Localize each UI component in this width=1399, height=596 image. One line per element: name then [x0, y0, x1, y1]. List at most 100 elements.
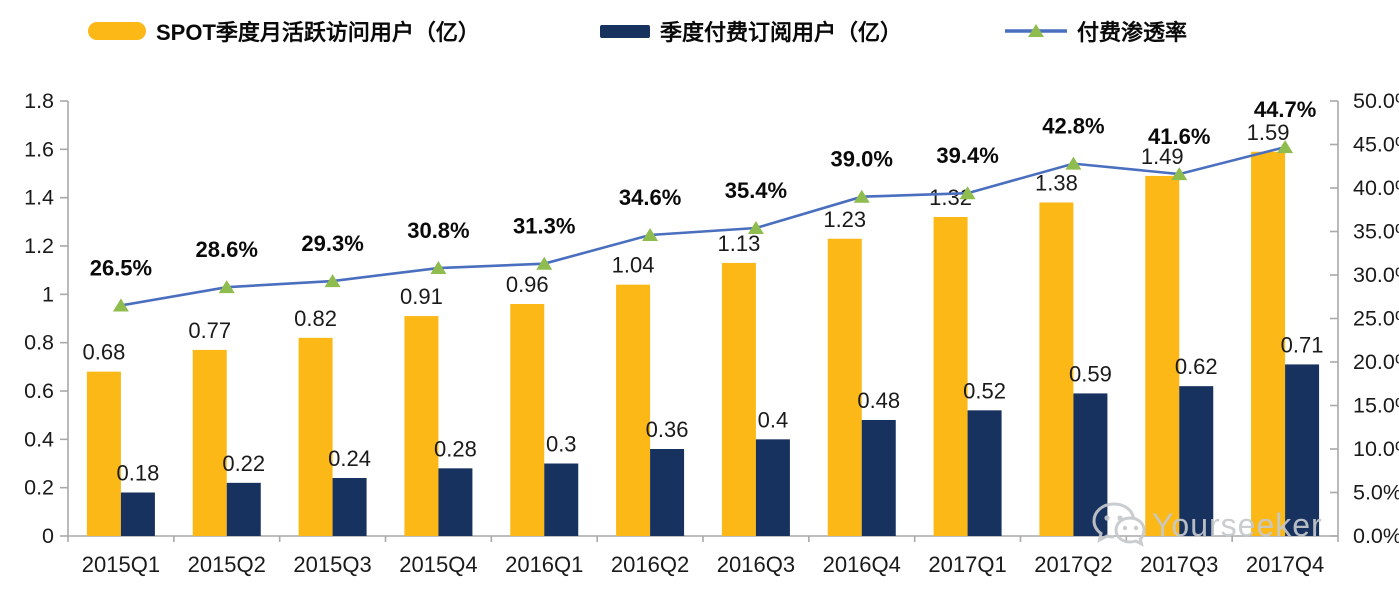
right-axis-tick-label: 30.0% — [1353, 263, 1399, 287]
mau-value-label: 0.91 — [400, 284, 443, 309]
mau-value-label: 1.13 — [718, 231, 761, 256]
penetration-pct-label: 28.6% — [196, 237, 258, 262]
penetration-pct-label: 31.3% — [513, 214, 575, 239]
x-axis-category-label: 2016Q4 — [823, 552, 901, 577]
bar-mau-2016Q1 — [510, 304, 545, 536]
penetration-pct-label: 44.7% — [1254, 97, 1316, 122]
x-axis-category-label: 2016Q3 — [717, 552, 795, 577]
legend-item-mau: SPOT季度月活跃访问用户（亿） — [88, 12, 480, 50]
mau-value-label: 1.04 — [612, 253, 655, 278]
left-axis-tick-label: 0.4 — [24, 427, 54, 451]
penetration-marker — [218, 280, 235, 294]
bar-mau-2017Q3 — [1145, 175, 1180, 536]
subs-value-label: 0.18 — [117, 461, 160, 486]
subs-value-label: 0.28 — [434, 436, 477, 461]
bar-subs-2016Q1 — [544, 463, 579, 536]
penetration-marker — [112, 298, 129, 312]
mau-value-label: 0.82 — [294, 306, 337, 331]
bar-subs-2015Q1 — [120, 492, 155, 536]
bar-subs-2017Q3 — [1179, 386, 1214, 536]
bar-mau-2017Q2 — [1039, 202, 1074, 536]
bar-mau-2016Q2 — [616, 284, 651, 536]
x-axis-category-label: 2015Q1 — [82, 552, 160, 577]
penetration-pct-label: 39.4% — [936, 143, 998, 168]
mau-bar-swatch-icon — [88, 22, 146, 40]
legend-label-penetration: 付费渗透率 — [1077, 20, 1188, 45]
penetration-marker — [959, 186, 976, 200]
subs-value-label: 0.4 — [758, 407, 789, 432]
penetration-marker — [853, 189, 870, 203]
bar-subs-2017Q1 — [967, 410, 1002, 536]
penetration-marker — [747, 221, 764, 235]
penetration-line-marker-icon — [1005, 24, 1067, 37]
right-axis-tick-label: 0.0% — [1353, 524, 1399, 548]
bar-mau-2016Q4 — [827, 238, 862, 536]
left-axis-tick-label: 0.8 — [24, 331, 54, 355]
left-axis-tick-label: 1.8 — [24, 89, 54, 113]
bar-mau-2015Q1 — [86, 371, 121, 536]
subs-value-label: 0.3 — [546, 432, 577, 457]
subs-value-label: 0.52 — [963, 378, 1006, 403]
penetration-pct-label: 41.6% — [1148, 124, 1210, 149]
right-axis-tick-label: 10.0% — [1353, 437, 1399, 461]
x-axis-category-label: 2017Q4 — [1246, 552, 1324, 577]
mau-value-label: 0.77 — [188, 318, 231, 343]
left-axis-tick-label: 1 — [42, 282, 54, 306]
x-axis-category-label: 2015Q4 — [399, 552, 477, 577]
penetration-line — [120, 145, 1286, 307]
right-axis-tick-label: 5.0% — [1353, 481, 1399, 505]
x-axis-category-label: 2016Q1 — [505, 552, 583, 577]
mau-value-label: 0.68 — [83, 340, 126, 365]
subs-value-label: 0.48 — [857, 388, 900, 413]
left-axis-tick-label: 1.4 — [24, 186, 54, 210]
penetration-pct-label: 30.8% — [407, 218, 469, 243]
right-axis-tick-label: 15.0% — [1353, 394, 1399, 418]
penetration-marker — [324, 274, 341, 288]
bar-mau-2016Q3 — [721, 262, 756, 536]
x-axis-category-label: 2017Q3 — [1140, 552, 1218, 577]
left-axis-tick-label: 1.2 — [24, 234, 54, 258]
penetration-marker — [642, 227, 659, 241]
legend-item-subs: 季度付费订阅用户（亿） — [600, 12, 902, 50]
left-axis-tick-label: 0.2 — [24, 476, 54, 500]
bar-subs-2016Q2 — [650, 449, 685, 536]
bar-subs-2015Q3 — [332, 478, 367, 536]
x-axis-category-label: 2017Q1 — [928, 552, 1006, 577]
bar-subs-2016Q4 — [861, 420, 896, 536]
penetration-marker — [1277, 140, 1294, 154]
right-axis-tick-label: 40.0% — [1353, 176, 1399, 200]
subs-value-label: 0.24 — [328, 446, 371, 471]
x-axis-category-label: 2015Q3 — [293, 552, 371, 577]
left-axis-tick-label: 0.6 — [24, 379, 54, 403]
subs-value-label: 0.22 — [222, 451, 265, 476]
subs-value-label: 0.62 — [1175, 354, 1218, 379]
bar-subs-2015Q4 — [438, 468, 473, 536]
right-axis-tick-label: 35.0% — [1353, 220, 1399, 244]
bar-mau-2017Q1 — [933, 217, 968, 536]
subs-value-label: 0.36 — [646, 417, 689, 442]
left-axis-tick-label: 0 — [42, 524, 54, 548]
penetration-pct-label: 26.5% — [90, 255, 152, 280]
right-axis-tick-label: 50.0% — [1353, 89, 1399, 113]
x-axis-category-label: 2015Q2 — [188, 552, 266, 577]
legend-item-penetration: 付费渗透率 — [1005, 12, 1187, 50]
x-axis-category-label: 2016Q2 — [611, 552, 689, 577]
bar-mau-2015Q3 — [298, 337, 333, 536]
right-axis-tick-label: 20.0% — [1353, 350, 1399, 374]
penetration-pct-label: 42.8% — [1042, 114, 1104, 139]
left-axis-tick-label: 1.6 — [24, 137, 54, 161]
penetration-pct-label: 39.0% — [831, 147, 893, 172]
penetration-marker — [536, 256, 553, 270]
right-axis-tick-label: 25.0% — [1353, 307, 1399, 331]
right-axis-tick-label: 45.0% — [1353, 133, 1399, 157]
bar-mau-2017Q4 — [1251, 151, 1286, 536]
mau-value-label: 1.49 — [1141, 144, 1184, 169]
x-axis-category-label: 2017Q2 — [1034, 552, 1112, 577]
bar-subs-2017Q4 — [1285, 364, 1320, 536]
legend-label-subs: 季度付费订阅用户（亿） — [660, 20, 903, 45]
bar-subs-2016Q3 — [755, 439, 790, 536]
bar-subs-2017Q2 — [1073, 393, 1108, 536]
penetration-marker — [1065, 156, 1082, 170]
